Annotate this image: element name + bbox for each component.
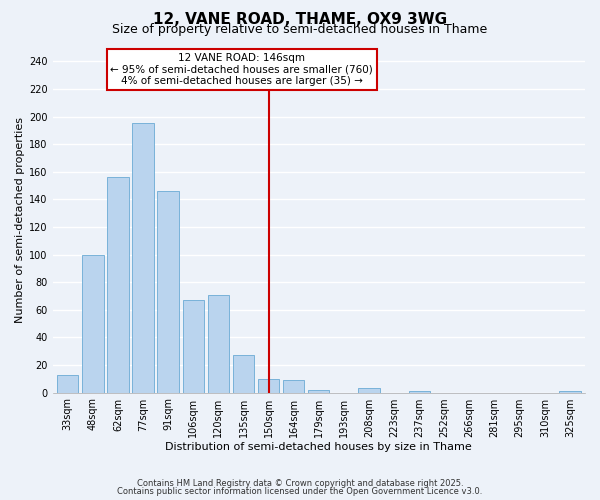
Bar xyxy=(559,391,581,392)
Bar xyxy=(409,391,430,392)
Bar xyxy=(133,124,154,392)
Bar xyxy=(283,380,304,392)
Text: Contains HM Land Registry data © Crown copyright and database right 2025.: Contains HM Land Registry data © Crown c… xyxy=(137,479,463,488)
Bar xyxy=(308,390,329,392)
Text: 12 VANE ROAD: 146sqm
← 95% of semi-detached houses are smaller (760)
4% of semi-: 12 VANE ROAD: 146sqm ← 95% of semi-detac… xyxy=(110,52,373,86)
X-axis label: Distribution of semi-detached houses by size in Thame: Distribution of semi-detached houses by … xyxy=(166,442,472,452)
Bar xyxy=(157,191,179,392)
Text: Contains public sector information licensed under the Open Government Licence v3: Contains public sector information licen… xyxy=(118,487,482,496)
Bar xyxy=(258,379,279,392)
Y-axis label: Number of semi-detached properties: Number of semi-detached properties xyxy=(15,117,25,323)
Text: Size of property relative to semi-detached houses in Thame: Size of property relative to semi-detach… xyxy=(112,24,488,36)
Bar xyxy=(107,178,128,392)
Bar xyxy=(82,254,104,392)
Bar xyxy=(233,356,254,393)
Bar xyxy=(358,388,380,392)
Bar xyxy=(57,374,79,392)
Text: 12, VANE ROAD, THAME, OX9 3WG: 12, VANE ROAD, THAME, OX9 3WG xyxy=(153,12,447,26)
Bar xyxy=(182,300,204,392)
Bar xyxy=(208,294,229,392)
